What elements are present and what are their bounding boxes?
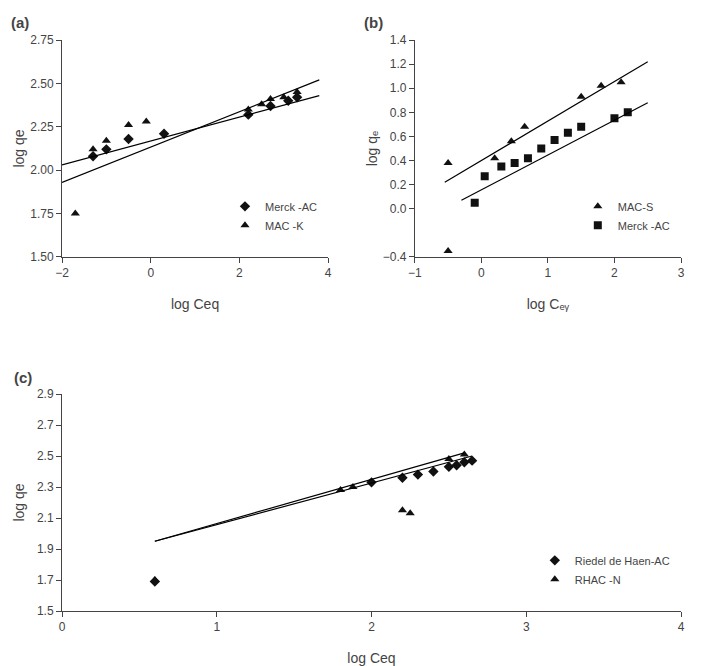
svg-text:RHAC -N: RHAC -N <box>575 574 621 586</box>
svg-text:−1: −1 <box>408 266 422 280</box>
svg-text:1.9: 1.9 <box>37 542 54 556</box>
svg-text:3: 3 <box>678 266 685 280</box>
svg-text:−2: −2 <box>55 266 69 280</box>
svg-text:2.9: 2.9 <box>37 387 54 401</box>
svg-text:4: 4 <box>325 266 332 280</box>
svg-text:Merck -AC: Merck -AC <box>618 220 670 232</box>
svg-text:1.4: 1.4 <box>390 33 407 47</box>
svg-text:log Ceq: log Ceq <box>347 650 395 666</box>
svg-text:log qe: log qe <box>11 483 27 521</box>
svg-text:2: 2 <box>611 266 618 280</box>
svg-text:3: 3 <box>523 620 530 634</box>
svg-text:2.5: 2.5 <box>37 449 54 463</box>
svg-text:0: 0 <box>147 266 154 280</box>
svg-text:2.7: 2.7 <box>37 418 54 432</box>
svg-text:MAC -K: MAC -K <box>265 220 304 232</box>
svg-text:−0.4: −0.4 <box>383 250 407 264</box>
svg-text:log Cₑᵧ: log Cₑᵧ <box>527 296 570 312</box>
svg-text:Merck -AC: Merck -AC <box>265 201 317 213</box>
svg-text:(a): (a) <box>11 14 29 31</box>
svg-text:(c): (c) <box>14 369 32 386</box>
svg-text:1: 1 <box>213 620 220 634</box>
svg-text:1.5: 1.5 <box>37 604 54 618</box>
svg-text:1.0: 1.0 <box>390 81 407 95</box>
svg-text:log qe: log qe <box>11 129 27 167</box>
svg-text:2.00: 2.00 <box>30 163 54 177</box>
svg-text:1.50: 1.50 <box>30 250 54 264</box>
svg-text:0: 0 <box>59 620 66 634</box>
svg-text:1: 1 <box>545 266 552 280</box>
svg-text:2.25: 2.25 <box>30 120 54 134</box>
svg-text:1.7: 1.7 <box>37 573 54 587</box>
svg-text:Riedel de Haen-AC: Riedel de Haen-AC <box>575 555 670 567</box>
svg-text:1.75: 1.75 <box>30 207 54 221</box>
svg-text:0: 0 <box>478 266 485 280</box>
svg-text:4: 4 <box>678 620 685 634</box>
svg-text:(b): (b) <box>364 14 383 31</box>
svg-text:0.0: 0.0 <box>390 202 407 216</box>
svg-text:0.6: 0.6 <box>390 130 407 144</box>
svg-text:2: 2 <box>368 620 375 634</box>
svg-text:0.2: 0.2 <box>390 178 407 192</box>
svg-text:0.4: 0.4 <box>390 154 407 168</box>
svg-text:1.2: 1.2 <box>390 57 407 71</box>
svg-text:MAC-S: MAC-S <box>618 201 653 213</box>
svg-text:2.1: 2.1 <box>37 511 54 525</box>
svg-text:2: 2 <box>236 266 243 280</box>
svg-text:0.8: 0.8 <box>390 106 407 120</box>
svg-text:2.50: 2.50 <box>30 77 54 91</box>
svg-text:log qₑ: log qₑ <box>364 131 380 167</box>
svg-text:2.75: 2.75 <box>30 33 54 47</box>
svg-text:log Ceq: log Ceq <box>171 296 219 312</box>
svg-text:2.3: 2.3 <box>37 480 54 494</box>
